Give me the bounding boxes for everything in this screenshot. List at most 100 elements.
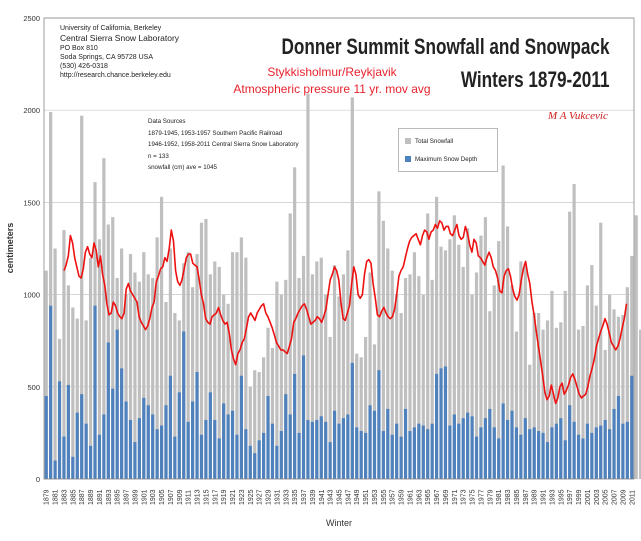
bar-max-snow-depth xyxy=(439,368,443,479)
x-tick-label: 1969 xyxy=(443,489,450,505)
bar-total-snowfall xyxy=(514,331,519,479)
bar-max-snow-depth xyxy=(408,431,412,479)
bar-max-snow-depth xyxy=(470,416,474,479)
x-tick-label: 2001 xyxy=(585,489,592,505)
bar-max-snow-depth xyxy=(377,370,381,479)
bar-max-snow-depth xyxy=(483,418,487,479)
bar-total-snowfall xyxy=(448,239,452,479)
legend-swatch-total xyxy=(405,138,411,144)
legend-item-depth: Maximum Snow Depth xyxy=(405,155,477,165)
bar-max-snow-depth xyxy=(616,396,621,479)
x-tick-label: 1887 xyxy=(79,489,86,505)
bar-total-snowfall xyxy=(630,255,634,479)
x-tick-label: 1975 xyxy=(470,489,477,505)
bar-max-snow-depth xyxy=(563,440,567,479)
bar-max-snow-depth xyxy=(270,423,275,479)
bar-max-snow-depth xyxy=(537,431,541,479)
bar-max-snow-depth xyxy=(497,438,501,479)
x-tick-label: 1897 xyxy=(124,489,131,505)
x-tick-label: 1923 xyxy=(239,489,246,505)
bar-max-snow-depth xyxy=(177,392,181,479)
bar-max-snow-depth xyxy=(488,408,492,479)
bar-total-snowfall xyxy=(395,294,399,479)
bar-total-snowfall xyxy=(479,235,483,479)
x-tick-label: 1993 xyxy=(549,489,556,505)
bar-total-snowfall xyxy=(408,274,412,479)
bar-total-snowfall xyxy=(576,329,581,479)
x-tick-label: 1939 xyxy=(310,489,317,505)
bar-max-snow-depth xyxy=(244,429,248,479)
x-tick-label: 1963 xyxy=(416,489,423,505)
bar-total-snowfall xyxy=(523,263,527,479)
x-tick-label: 1947 xyxy=(345,489,352,505)
x-tick-label: 1879 xyxy=(44,489,51,505)
bar-total-snowfall xyxy=(381,220,385,479)
bar-total-snowfall xyxy=(625,287,629,479)
overlay-line-1: Stykkisholmur/Reykjavik xyxy=(267,65,397,79)
bar-total-snowfall xyxy=(368,272,372,479)
bar-total-snowfall xyxy=(186,252,190,479)
y-tick-label: 2000 xyxy=(23,106,40,115)
bar-max-snow-depth xyxy=(630,375,634,479)
bar-total-snowfall xyxy=(66,285,70,479)
bar-max-snow-depth xyxy=(159,425,164,479)
x-tick-label: 1915 xyxy=(203,489,210,505)
bar-max-snow-depth xyxy=(545,442,550,479)
bar-max-snow-depth xyxy=(164,405,168,479)
bar-max-snow-depth xyxy=(514,427,519,479)
bar-total-snowfall xyxy=(102,158,106,480)
bar-total-snowfall xyxy=(608,294,612,479)
bar-total-snowfall xyxy=(519,261,523,479)
x-tick-label: 1953 xyxy=(372,489,379,505)
x-tick-label: 1905 xyxy=(159,489,166,505)
bar-total-snowfall xyxy=(257,372,261,479)
bar-total-snowfall xyxy=(297,278,301,479)
bar-max-snow-depth xyxy=(57,381,62,479)
legend-item-total: Total Snowfall xyxy=(405,137,453,147)
x-tick-label: 1917 xyxy=(212,489,219,505)
y-tick-label: 1000 xyxy=(23,291,40,300)
bar-total-snowfall xyxy=(461,266,465,479)
y-tick-label: 2500 xyxy=(23,14,40,23)
institution-line: PO Box 810 xyxy=(60,45,98,52)
bar-max-snow-depth xyxy=(226,414,230,479)
bar-max-snow-depth xyxy=(199,434,204,479)
bar-total-snowfall xyxy=(315,261,319,479)
bar-max-snow-depth xyxy=(204,419,208,479)
bar-max-snow-depth xyxy=(346,414,350,479)
bar-max-snow-depth xyxy=(510,410,514,479)
bar-total-snowfall xyxy=(84,320,88,479)
institution-line: http://research.chance.berkeley.edu xyxy=(60,72,171,79)
y-tick-label: 500 xyxy=(27,383,40,392)
bar-max-snow-depth xyxy=(550,427,554,479)
bar-max-snow-depth xyxy=(124,401,128,479)
bar-total-snowfall xyxy=(612,309,616,479)
bar-total-snowfall xyxy=(293,167,297,479)
bar-total-snowfall xyxy=(44,270,48,479)
bar-max-snow-depth xyxy=(474,436,479,479)
max-snow-depth-bars xyxy=(44,305,634,479)
bar-total-snowfall xyxy=(244,257,248,479)
bar-max-snow-depth xyxy=(128,419,133,479)
bar-total-snowfall xyxy=(204,218,208,479)
x-tick-label: 1951 xyxy=(363,489,370,505)
bar-max-snow-depth xyxy=(239,375,244,479)
bar-max-snow-depth xyxy=(594,427,598,479)
bar-max-snow-depth xyxy=(603,419,607,479)
data-sources: Data Sources 1879-1945, 1953-1957 Southe… xyxy=(148,116,299,174)
bar-max-snow-depth xyxy=(568,405,572,479)
bar-total-snowfall xyxy=(208,274,212,479)
bar-max-snow-depth xyxy=(359,431,363,479)
title-line-1: Donner Summit Snowfall and Snowpack xyxy=(281,34,609,59)
x-tick-label: 1907 xyxy=(168,489,175,505)
bar-total-snowfall xyxy=(452,215,456,480)
bar-total-snowfall xyxy=(168,248,173,479)
overlay-annotation: Stykkisholmur/Reykjavik Atmospheric pres… xyxy=(212,64,452,98)
bar-max-snow-depth xyxy=(337,423,341,479)
bar-max-snow-depth xyxy=(49,305,53,479)
bar-total-snowfall xyxy=(457,244,461,479)
bar-total-snowfall xyxy=(191,287,195,479)
bar-max-snow-depth xyxy=(142,397,146,479)
bar-max-snow-depth xyxy=(88,445,93,479)
x-tick-label: 1883 xyxy=(62,489,69,505)
